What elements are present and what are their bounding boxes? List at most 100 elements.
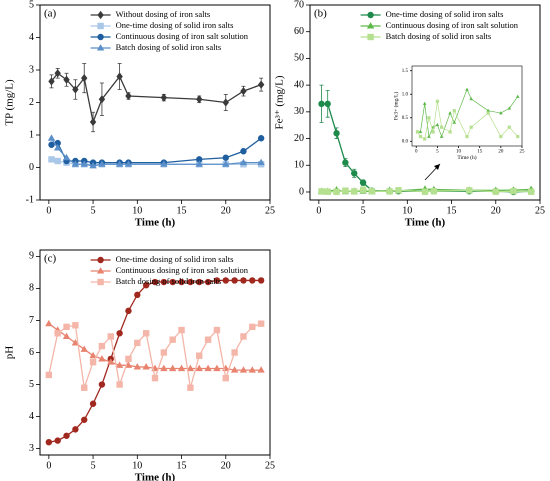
panel-label: (b) (314, 8, 327, 20)
y-axis-label: pH (4, 346, 16, 360)
marker (142, 330, 150, 337)
marker (81, 73, 88, 83)
marker (427, 134, 431, 138)
marker (435, 122, 440, 127)
marker (213, 326, 221, 334)
marker (89, 400, 97, 407)
x-tick-label: 20 (498, 150, 504, 155)
marker (222, 98, 229, 107)
marker (178, 326, 185, 334)
marker (54, 69, 61, 78)
marker (257, 277, 265, 284)
x-tick-label: 25 (535, 205, 545, 216)
marker (486, 111, 490, 115)
marker (169, 364, 177, 372)
y-tick-label: 9 (29, 251, 34, 262)
y-tick-label: 40 (294, 79, 304, 90)
legend-marker (97, 256, 104, 264)
marker (45, 438, 53, 446)
x-tick-label: 20 (221, 460, 231, 471)
marker (418, 134, 423, 139)
x-tick-label: 5 (436, 150, 439, 155)
marker (222, 277, 229, 284)
marker (80, 345, 88, 352)
marker (318, 188, 325, 195)
marker (257, 158, 265, 166)
marker (186, 364, 195, 372)
marker (98, 381, 106, 388)
marker (469, 97, 474, 101)
marker (160, 364, 168, 372)
y-axis-label: Fe3+ (mg/L) (392, 92, 399, 120)
x-tick-label: 15 (477, 150, 483, 155)
marker (240, 277, 247, 284)
y-tick-label: 0 (299, 186, 304, 197)
marker (124, 361, 133, 368)
marker (427, 116, 431, 120)
marker (124, 160, 133, 167)
y-tick-label: 1 (29, 129, 34, 140)
marker (240, 86, 247, 96)
y-tick-label: 3 (29, 443, 34, 454)
marker (98, 160, 106, 167)
legend-marker (97, 10, 104, 20)
y-tick-label: 5 (29, 379, 34, 390)
marker (359, 179, 367, 186)
y-tick-label: 4 (29, 32, 34, 43)
x-tick-label: 10 (132, 205, 142, 216)
x-tick-label: 15 (177, 205, 187, 216)
marker (178, 278, 185, 286)
marker (213, 364, 221, 372)
marker (63, 75, 70, 84)
marker (80, 160, 88, 167)
x-tick-label: 5 (91, 460, 96, 471)
marker (527, 188, 535, 195)
y-tick-label: 3 (29, 64, 34, 75)
legend-label: One-time dosing of solid iron salts (116, 20, 234, 30)
chart-panel: 0 5 10 15 20 25 3 4 5 6 7 8 9 Time (h) pH (c) One-time d… (4, 249, 275, 481)
y-tick-label: 0 (29, 162, 34, 173)
marker (116, 330, 123, 337)
marker (107, 358, 115, 365)
marker (196, 352, 203, 359)
marker (54, 437, 61, 444)
marker (222, 154, 229, 161)
marker (62, 153, 71, 161)
y-tick-label: 1.0 (402, 92, 409, 97)
marker (48, 141, 55, 148)
y-tick-label: 1.5 (402, 69, 409, 74)
x-axis-label: Time (h) (135, 217, 176, 229)
y-tick-label: 0.5 (402, 116, 409, 121)
marker (81, 384, 88, 391)
y-axis-label: Fe³⁺ (mg/L) (274, 75, 286, 129)
marker (72, 85, 79, 94)
marker (151, 278, 159, 286)
marker (492, 188, 499, 195)
marker (418, 129, 423, 134)
marker (386, 188, 393, 195)
marker (435, 99, 439, 103)
marker (187, 278, 194, 286)
series (415, 99, 520, 141)
marker (160, 93, 168, 102)
x-tick-label: 0 (316, 205, 321, 216)
marker (499, 134, 503, 139)
marker (62, 332, 71, 340)
marker (54, 144, 62, 151)
marker (54, 157, 61, 165)
marker (257, 366, 265, 373)
marker (115, 160, 124, 167)
marker (516, 134, 520, 139)
marker (240, 148, 247, 155)
x-axis-label: Time (h) (135, 472, 176, 481)
marker (54, 330, 61, 337)
marker (45, 371, 53, 379)
marker (115, 361, 124, 368)
legend-label: Batch dosing of solid iron salts (116, 276, 222, 286)
marker (248, 366, 256, 373)
marker (507, 125, 511, 129)
marker (125, 91, 132, 101)
y-tick-label: 60 (294, 26, 304, 37)
